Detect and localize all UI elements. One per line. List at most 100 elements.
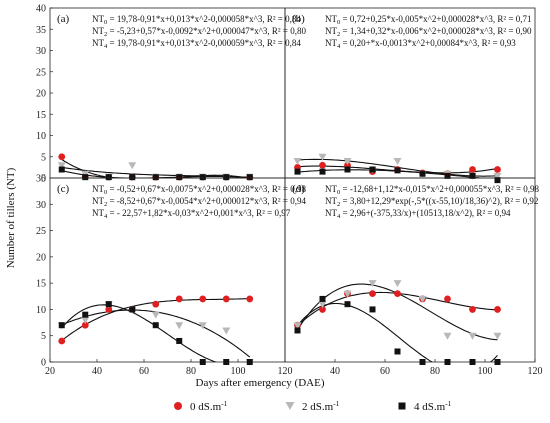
data-point-series-2	[199, 174, 206, 181]
data-point-series-2	[199, 359, 206, 365]
data-point-series-2	[105, 301, 112, 308]
data-point-series-2	[369, 166, 376, 173]
legend-item-1: 2 dS.m-1	[285, 399, 340, 413]
data-point-series-0	[246, 295, 254, 303]
data-point-series-2	[394, 348, 401, 355]
y-tick-label: 15	[36, 110, 46, 121]
equation-nt0: NT0 = 0,72+0,25*x-0,005*x^2+0,000028*x^3…	[325, 14, 531, 26]
data-point-series-2	[344, 166, 351, 173]
data-point-series-2	[223, 174, 230, 181]
equation-nt2: NT2 = -8,52+0,67*x-0,0054*x^2+0,000012*x…	[92, 196, 306, 208]
data-point-series-2	[394, 167, 401, 174]
data-point-series-0	[319, 161, 326, 169]
data-point-series-1	[198, 322, 207, 330]
y-tick-label: 10	[36, 305, 46, 316]
legend-marker-triangle	[285, 402, 295, 410]
data-point-series-0	[494, 166, 501, 173]
data-point-series-0	[469, 306, 476, 313]
data-point-series-1	[318, 301, 327, 309]
data-point-series-1	[443, 332, 452, 340]
data-point-series-0	[175, 295, 183, 303]
legend-label: 0 dS.m-1	[190, 399, 228, 413]
equation-nt0: NT0 = 19,78-0,91*x+0,013*x^2-0,000058*x^…	[92, 14, 301, 26]
data-point-series-2	[444, 359, 451, 365]
data-point-series-2	[369, 306, 376, 313]
data-point-series-0	[369, 290, 376, 298]
data-point-series-0	[222, 295, 230, 303]
panel-c: 0 5 10 15 20 25 30 35 20 40 60 80 100 120 (c) NT0 = -0,…	[36, 174, 306, 378]
panel-label: (d)	[292, 183, 305, 195]
data-point-series-1	[418, 295, 427, 303]
data-point-series-1	[81, 316, 90, 324]
data-point-series-0	[105, 306, 113, 313]
legend-marker-square	[398, 402, 406, 410]
legend: 0 dS.m-1 2 dS.m-1 4 dS.m-1	[174, 399, 452, 413]
x-axis-label: Days after emergency (DAE)	[196, 377, 325, 389]
x-tick-label: 120	[528, 366, 543, 377]
data-point-series-2	[176, 174, 183, 181]
legend-label: 4 dS.m-1	[414, 399, 452, 413]
panel-frame	[284, 177, 536, 363]
x-tick-label: 40	[92, 366, 102, 377]
equation-nt4: NT4 = 0,20+*x-0,0013*x^2+0,00084*x^3, R²…	[325, 38, 516, 50]
data-point-series-0	[199, 295, 207, 303]
equation-nt2: NT2 = -5,23+0,57*x-0,0092*x^2+0,000047*x…	[92, 26, 306, 38]
equation-nt4: NT4 = - 22,57+1,82*x-0,03*x^2+0,001*x^3,…	[92, 208, 291, 220]
data-point-series-2	[82, 311, 89, 318]
equation-nt0: NT0 = -0,52+0,67*x-0,0075*x^2+0,000028*x…	[92, 184, 306, 196]
data-point-series-1	[293, 158, 302, 165]
data-point-series-2	[58, 166, 65, 173]
data-point-series-0	[319, 306, 326, 313]
y-tick-label: 35	[36, 25, 46, 36]
fit-curve-series-0	[61, 159, 250, 178]
data-point-series-1	[393, 280, 402, 288]
data-point-series-0	[58, 337, 66, 345]
x-tick-label: 80	[186, 366, 196, 377]
y-tick-label: 15	[36, 279, 46, 290]
data-point-series-0	[469, 166, 476, 173]
data-point-series-1	[293, 322, 302, 330]
data-point-series-2	[294, 168, 301, 175]
panel-label: (a)	[57, 13, 70, 25]
data-point-series-1	[493, 172, 502, 180]
data-point-series-1	[128, 162, 137, 170]
data-point-series-1	[151, 311, 160, 319]
x-tick-label: 20	[45, 366, 55, 377]
data-point-series-2	[319, 295, 326, 302]
data-point-series-1	[368, 280, 377, 288]
equation-nt0: NT0 = -12,68+1,12*x-0,015*x^2+0,000055*x…	[325, 184, 539, 196]
data-point-series-2	[444, 172, 451, 179]
data-point-series-1	[343, 158, 352, 165]
y-tick-label: 30	[36, 46, 46, 57]
y-tick-label: 5	[41, 152, 46, 163]
data-point-series-2	[319, 168, 326, 175]
data-point-series-1	[343, 290, 352, 298]
y-tick-label: 25	[36, 67, 46, 78]
data-point-series-2	[82, 174, 89, 181]
data-point-series-2	[129, 174, 136, 181]
legend-label: 2 dS.m-1	[302, 399, 340, 413]
data-point-series-1	[57, 162, 66, 170]
y-tick-label: 40	[36, 4, 46, 15]
data-point-series-0	[81, 321, 89, 329]
legend-item-2: 4 dS.m-1	[398, 399, 452, 413]
y-tick-label: 30	[36, 200, 46, 211]
data-point-series-0	[58, 153, 66, 161]
legend-item-0: 0 dS.m-1	[174, 399, 228, 413]
equation-nt2: NT2 = 1,34+0,32*x-0,006*x^2+0,000028*x^3…	[325, 26, 532, 38]
panel-label: (b)	[292, 13, 305, 25]
data-point-series-2	[176, 337, 183, 344]
data-point-series-2	[152, 174, 159, 181]
data-point-series-0	[444, 295, 451, 303]
y-axis-label: Number of tillers (NT)	[5, 167, 17, 268]
data-point-series-1	[222, 327, 231, 335]
data-point-series-2	[419, 359, 426, 365]
data-point-series-1	[493, 332, 502, 340]
fit-curve-series-2	[297, 302, 498, 362]
x-tick-label: 100	[478, 366, 493, 377]
equation-nt2: NT2 = 3,80+12,29*exp(-,5*((x-55,10)/18,3…	[325, 196, 538, 208]
data-point-series-2	[469, 359, 476, 365]
data-point-series-2	[494, 359, 501, 365]
data-point-series-2	[419, 170, 426, 177]
data-point-series-1	[468, 332, 477, 340]
